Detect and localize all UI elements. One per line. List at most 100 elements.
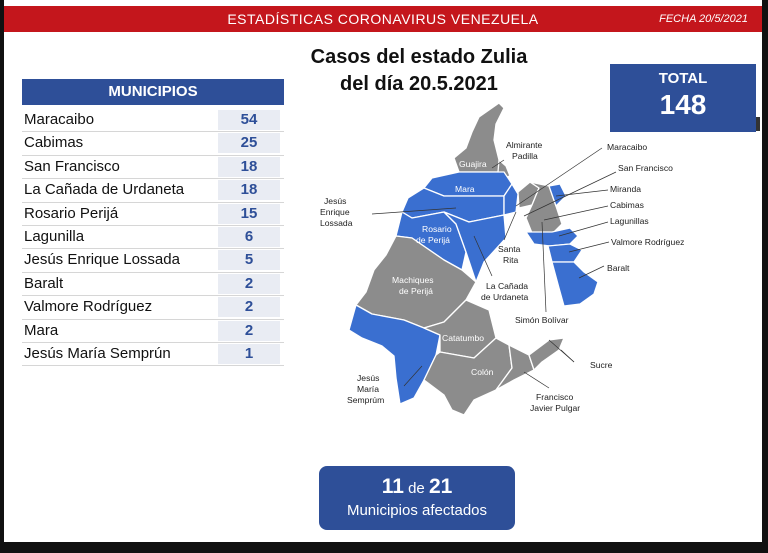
row-name: Valmore Rodríguez <box>24 298 153 316</box>
leader-line <box>371 207 457 215</box>
row-count: 18 <box>218 180 280 201</box>
row-name: Maracaibo <box>24 111 95 128</box>
header-date: FECHA 20/5/2021 <box>659 13 748 25</box>
label-rosario-2: de Perijá <box>416 235 450 245</box>
label-fjp-1: Francisco <box>536 392 573 402</box>
region-lagunillas <box>525 227 579 247</box>
label-machiques-1: Machiques <box>392 275 434 285</box>
row-count: 54 <box>218 110 280 130</box>
label-san-francisco: San Francisco <box>618 163 673 173</box>
leader-line <box>473 235 493 277</box>
leader-line <box>541 221 547 313</box>
affected-label: Municipios afectados <box>346 502 488 519</box>
main-title-line2: del día 20.5.2021 <box>340 73 498 95</box>
leader-line <box>491 159 505 169</box>
label-almirante-1: Almirante <box>506 140 543 150</box>
main-title-line1: Casos del estado Zulia <box>310 46 528 68</box>
slide: ESTADÍSTICAS CORONAVIRUS VENEZUELA FECHA… <box>4 0 762 542</box>
row-count: 2 <box>218 273 280 294</box>
region-colon <box>423 337 513 416</box>
leader-line <box>523 171 617 217</box>
row-name: Rosario Perijá <box>24 204 119 222</box>
label-canada-2: de Urdaneta <box>481 292 529 302</box>
zulia-map: Guajira Mara Rosario de Perijá Machiques… <box>320 102 684 416</box>
label-rosario-1: Rosario <box>422 224 452 234</box>
row-name: Baralt <box>24 274 64 292</box>
label-simon-bolivar: Simón Bolívar <box>515 315 569 325</box>
row-count: 6 <box>218 226 280 247</box>
table-row: La Cañada de Urdaneta 18 <box>22 179 284 203</box>
label-colon: Colón <box>471 367 494 377</box>
table-row: Mara 2 <box>22 320 284 343</box>
leader-line <box>403 365 423 387</box>
table-row: Maracaibo 54 <box>22 109 284 133</box>
label-jms-2: María <box>357 384 379 394</box>
total-box: TOTAL 148 <box>610 64 756 132</box>
leader-line <box>515 147 603 207</box>
row-name: San Francisco <box>24 157 120 175</box>
row-name: Jesús María Semprún <box>24 344 171 362</box>
label-lagunillas: Lagunillas <box>610 216 649 226</box>
row-name: Mara <box>24 321 59 339</box>
leader-line <box>568 241 610 253</box>
label-canada-1: La Cañada <box>486 281 528 291</box>
leader-line <box>578 265 605 279</box>
affected-count: 11 <box>381 475 404 498</box>
label-valmore: Valmore Rodríguez <box>611 237 684 247</box>
label-santa-rita-2: Rita <box>503 255 519 265</box>
label-fjp-2: Javier Pulgar <box>530 403 580 413</box>
affected-ratio: 11 de 21 <box>319 475 515 499</box>
region-baralt <box>551 261 599 307</box>
table-row: Lagunilla 6 <box>22 226 284 250</box>
table-row: San Francisco 18 <box>22 156 284 180</box>
row-count: 25 <box>218 133 280 154</box>
leader-line <box>523 371 550 389</box>
table-row: Jesús Enrique Lossada 5 <box>22 249 284 273</box>
leader-line <box>503 211 517 241</box>
table-row: Valmore Rodríguez 2 <box>22 296 284 320</box>
label-jel-2: Enrique <box>320 207 350 217</box>
label-jms-1: Jesús <box>357 373 379 383</box>
leader-line <box>558 221 609 237</box>
table-row: Rosario Perijá 15 <box>22 203 284 226</box>
region-jesus-maria-semprun <box>348 304 441 405</box>
total-value: 148 <box>659 89 707 120</box>
label-almirante-2: Padilla <box>512 151 538 161</box>
municipios-table: Maracaibo 54 Cabimas 25 San Francisco 18 La… <box>22 109 284 367</box>
region-maracaibo <box>503 183 519 216</box>
row-name: Cabimas <box>24 134 84 152</box>
row-count: 15 <box>218 203 280 224</box>
row-name: La Cañada de Urdaneta <box>24 181 185 199</box>
total-label: TOTAL <box>658 70 708 87</box>
row-name: Lagunilla <box>24 227 85 245</box>
label-sucre: Sucre <box>590 360 613 370</box>
leader-line <box>555 189 609 197</box>
label-jel-1: Jesús <box>324 196 346 206</box>
affected-total: 21 <box>428 475 453 498</box>
label-miranda: Miranda <box>610 184 641 194</box>
row-name: Jesús Enrique Lossada <box>24 251 180 269</box>
row-count: 2 <box>218 320 280 341</box>
label-cabimas: Cabimas <box>610 200 644 210</box>
region-la-canada-de-urdaneta <box>443 211 507 283</box>
header-bar: ESTADÍSTICAS CORONAVIRUS VENEZUELA FECHA… <box>4 6 762 32</box>
label-jms-3: Semprúm <box>347 395 384 405</box>
table-row: Cabimas 25 <box>22 132 284 156</box>
header-title: ESTADÍSTICAS CORONAVIRUS VENEZUELA <box>227 11 539 27</box>
row-count: 1 <box>218 343 280 364</box>
label-jel-3: Lossada <box>320 218 353 228</box>
table-row: Baralt 2 <box>22 273 284 297</box>
row-count: 5 <box>218 250 280 271</box>
label-santa-rita-1: Santa <box>498 244 521 254</box>
leader-line <box>543 205 609 221</box>
row-count: 18 <box>218 156 280 177</box>
label-catatumbo: Catatumbo <box>442 333 484 343</box>
label-maracaibo: Maracaibo <box>607 142 647 152</box>
main-title: Casos del estado Zulia del día 20.5.2021 <box>294 44 544 98</box>
row-count: 2 <box>218 297 280 318</box>
table-row: Jesús María Semprún 1 <box>22 343 284 367</box>
region-valmore-rodriguez <box>547 243 583 263</box>
edge-mark <box>756 117 760 131</box>
leader-line <box>560 349 575 363</box>
label-baralt: Baralt <box>607 263 630 273</box>
